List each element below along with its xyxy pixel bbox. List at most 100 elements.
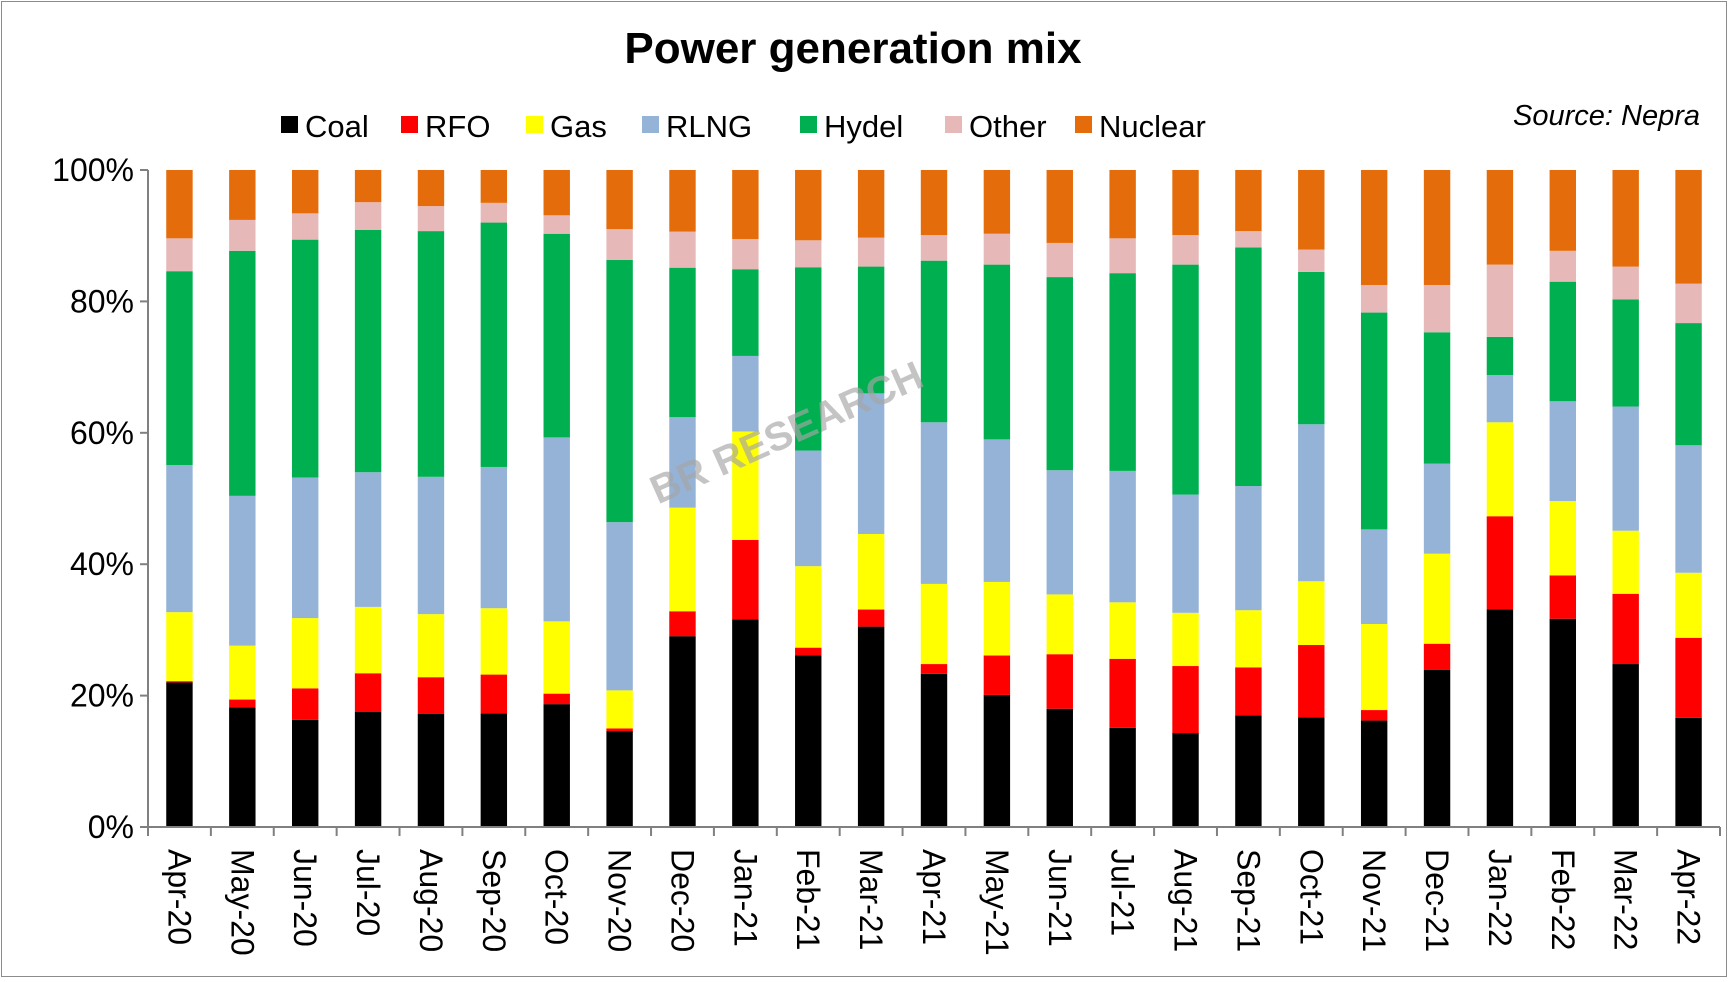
x-tick-label: Oct-21: [1293, 849, 1329, 945]
bar-segment-other-dec-20: [669, 231, 696, 268]
bar-segment-hydel-jan-22: [1486, 336, 1514, 375]
y-tick-label: 0%: [88, 809, 134, 845]
bar-segment-coal-feb-21: [795, 655, 822, 827]
bar-segment-nuclear-nov-20: [606, 170, 633, 230]
legend-label-coal: Coal: [305, 109, 369, 144]
bar-segment-hydel-jan-21: [732, 269, 759, 356]
legend-swatch-rfo: [401, 116, 418, 133]
bar-segment-other-aug-20: [417, 206, 445, 232]
x-tick-label: Feb-22: [1545, 849, 1581, 950]
legend-label-hydel: Hydel: [824, 109, 903, 144]
bar-segment-coal-jul-20: [354, 712, 382, 827]
bar-segment-rfo-feb-21: [795, 647, 822, 656]
bar-segment-rfo-sep-20: [480, 674, 508, 714]
y-tick-label: 20%: [70, 678, 134, 714]
bar-segment-nuclear-apr-22: [1675, 170, 1702, 284]
bar-segment-rlng-may-21: [983, 439, 1011, 582]
bar-segment-rlng-jun-20: [292, 477, 319, 619]
y-tick-label: 40%: [70, 546, 134, 582]
bar-segment-coal-jul-21: [1109, 727, 1136, 827]
bar-segment-gas-may-21: [983, 581, 1011, 656]
bar-segment-rfo-apr-22: [1675, 637, 1702, 718]
bar-segment-hydel-jul-20: [354, 229, 382, 473]
bar-segment-hydel-feb-22: [1549, 281, 1577, 402]
bar-segment-nuclear-jan-22: [1486, 170, 1514, 265]
bar-segment-hydel-apr-20: [166, 271, 193, 465]
bar-segment-nuclear-jun-21: [1046, 170, 1073, 243]
bar-segment-rlng-mar-21: [857, 393, 885, 534]
legend-label-rfo: RFO: [425, 109, 490, 144]
x-tick-label: Sep-20: [476, 849, 512, 952]
bar-segment-gas-mar-22: [1612, 530, 1639, 594]
bar-segment-other-may-21: [983, 233, 1011, 265]
bar-segment-rlng-apr-22: [1675, 445, 1702, 573]
x-tick-label: Jul-21: [1105, 849, 1141, 936]
bar-segment-gas-dec-21: [1423, 553, 1451, 644]
y-tick-label: 80%: [70, 283, 134, 319]
bar-segment-rlng-jul-20: [354, 472, 382, 607]
bar-segment-coal-mar-22: [1612, 664, 1639, 827]
bar-segment-nuclear-nov-21: [1360, 170, 1388, 285]
bar-segment-coal-nov-21: [1360, 720, 1388, 827]
bar-segment-hydel-sep-20: [480, 222, 508, 467]
source-note: Source: Nepra: [1513, 100, 1700, 132]
bar-segment-hydel-feb-21: [795, 267, 822, 451]
bar-segment-rfo-apr-21: [920, 664, 948, 674]
bar-segment-rfo-jun-21: [1046, 654, 1073, 709]
bar-segment-gas-jun-21: [1046, 594, 1073, 655]
bar-segment-gas-apr-21: [920, 583, 948, 665]
bar-segment-rfo-aug-21: [1172, 666, 1199, 734]
chart-title: Power generation mix: [624, 24, 1082, 73]
legend-label-other: Other: [969, 109, 1047, 144]
bar-segment-rfo-nov-20: [606, 728, 633, 732]
bar-segment-other-jun-20: [292, 213, 319, 240]
x-tick-label: Sep-21: [1230, 849, 1266, 952]
bar-segment-coal-jan-21: [732, 619, 759, 827]
bar-segment-nuclear-mar-22: [1612, 170, 1639, 267]
bar-segment-coal-feb-22: [1549, 618, 1577, 827]
bar-segment-hydel-apr-22: [1675, 323, 1702, 446]
x-tick-label: Apr-20: [161, 849, 197, 945]
bar-segment-other-jan-21: [732, 238, 759, 270]
bar-segment-rlng-may-20: [229, 495, 256, 646]
bar-segment-rfo-jul-20: [354, 673, 382, 713]
x-tick-label: Mar-22: [1608, 849, 1644, 950]
bar-segment-rlng-feb-22: [1549, 401, 1577, 502]
bar-segment-other-jun-21: [1046, 242, 1073, 278]
bar-segment-coal-mar-21: [857, 626, 885, 827]
bar-segment-gas-apr-22: [1675, 572, 1702, 638]
bar-segment-coal-apr-20: [166, 682, 193, 827]
bar-segment-hydel-jun-21: [1046, 277, 1073, 471]
bar-segment-gas-nov-20: [606, 690, 633, 729]
bar-segment-rlng-apr-21: [920, 422, 948, 584]
bar-segment-gas-sep-21: [1235, 610, 1262, 668]
bar-segment-other-may-20: [229, 219, 256, 251]
bar-segment-gas-oct-20: [543, 621, 570, 694]
bar-segment-nuclear-dec-21: [1423, 170, 1451, 285]
bar-segment-gas-nov-21: [1360, 623, 1388, 711]
bars-group: [166, 170, 1702, 827]
bar-segment-hydel-aug-21: [1172, 264, 1199, 495]
bar-segment-gas-aug-20: [417, 614, 445, 678]
x-tick-label: Mar-21: [853, 849, 889, 950]
bar-segment-rfo-jan-21: [732, 539, 759, 620]
bar-segment-rfo-oct-21: [1298, 645, 1325, 718]
bar-segment-rfo-nov-21: [1360, 710, 1388, 721]
x-tick-label: Oct-20: [539, 849, 575, 945]
bar-segment-rfo-jul-21: [1109, 658, 1136, 728]
bar-segment-hydel-aug-20: [417, 231, 445, 477]
bar-segment-nuclear-may-20: [229, 170, 256, 220]
bar-segment-nuclear-jan-21: [732, 170, 759, 239]
bar-segment-other-nov-21: [1360, 284, 1388, 313]
bar-segment-other-nov-20: [606, 229, 633, 261]
bar-segment-coal-aug-21: [1172, 733, 1199, 827]
bar-segment-nuclear-oct-21: [1298, 170, 1325, 250]
x-tick-label: Jan-22: [1482, 849, 1518, 947]
bar-segment-nuclear-jul-20: [354, 170, 382, 203]
bar-segment-rlng-feb-21: [795, 450, 822, 567]
bar-segment-rlng-dec-21: [1423, 463, 1451, 554]
bar-segment-other-aug-21: [1172, 235, 1199, 265]
bar-segment-coal-apr-22: [1675, 717, 1702, 827]
axes-group: 0% 20% 40% 60% 80% 100% Apr-20 May-20 Jun-20 Jul-…: [52, 152, 1721, 956]
